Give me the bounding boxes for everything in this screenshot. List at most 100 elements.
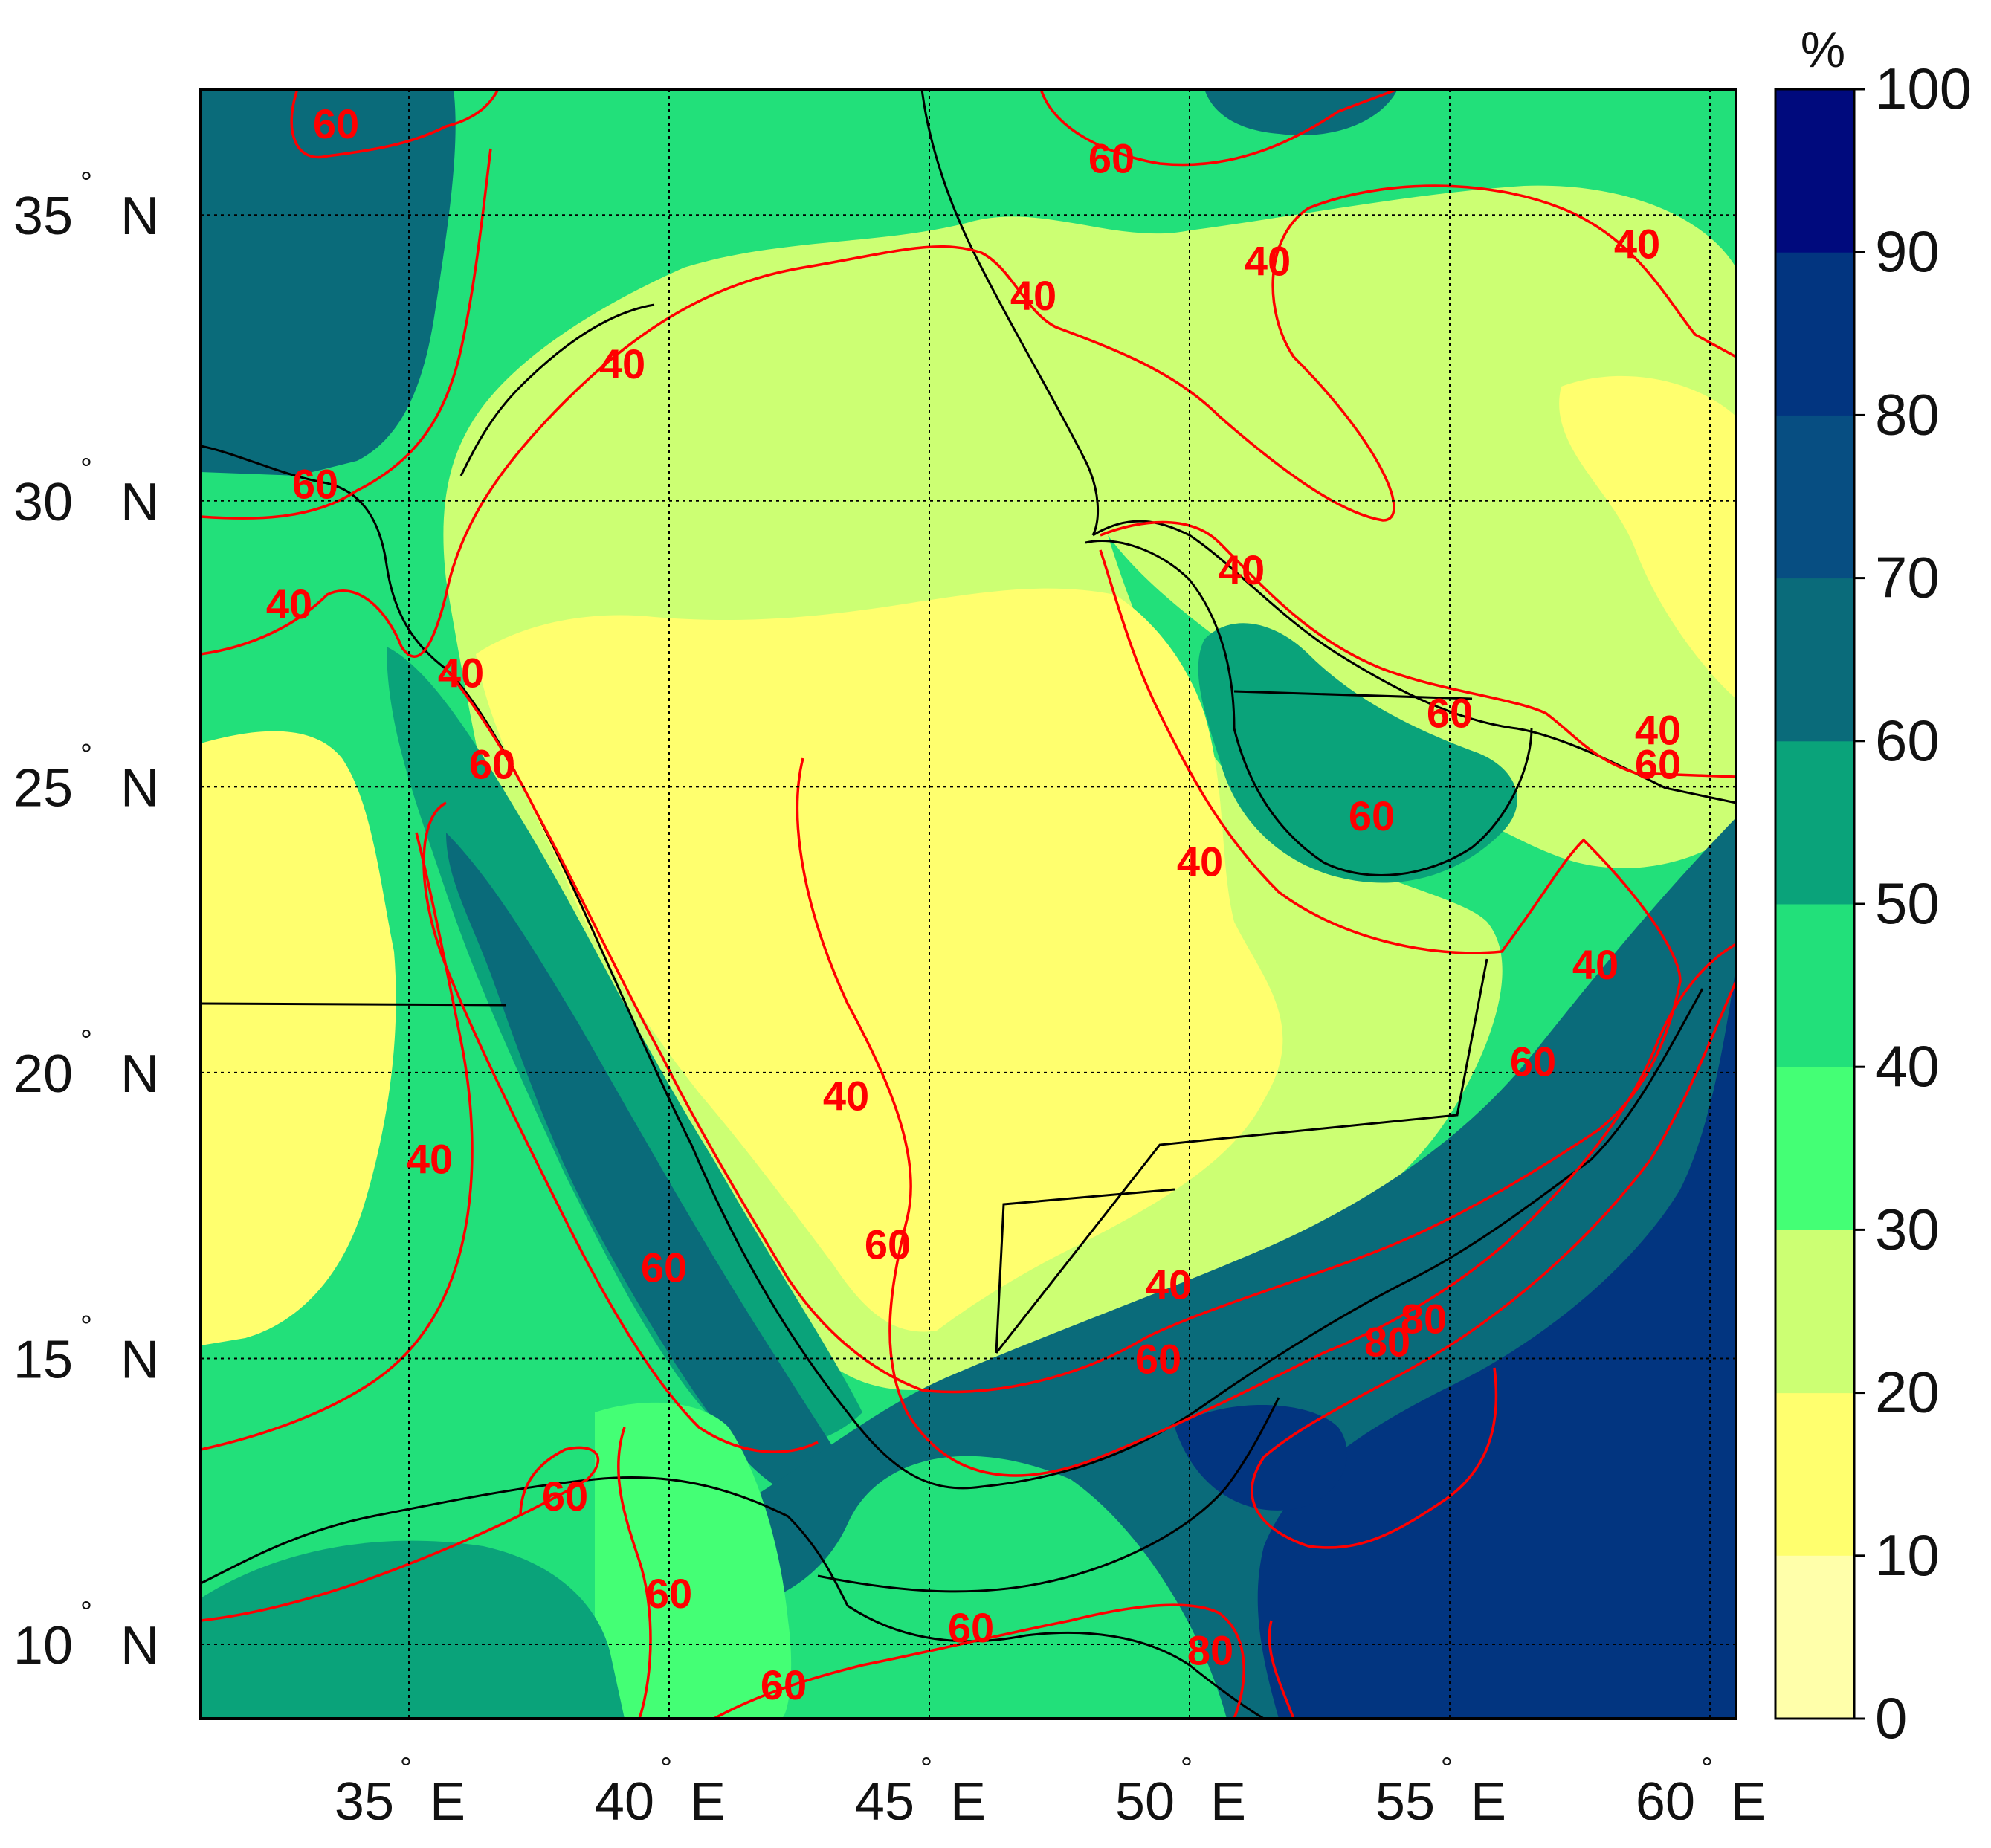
colorbar-band	[1775, 904, 1854, 1067]
field-yellow-west	[201, 731, 396, 1345]
contour-label: 60	[1088, 135, 1135, 181]
contour-label: 60	[641, 1244, 687, 1290]
lat-tick-suffix: N	[120, 1616, 159, 1676]
colorbar-tick-label: 50	[1875, 870, 1940, 936]
colorbar-band	[1775, 1392, 1854, 1557]
contour-lines	[201, 89, 1736, 1719]
contour-label: 40	[1219, 546, 1265, 593]
field-redsea-band	[387, 647, 862, 1446]
contour-label: 60	[313, 100, 359, 147]
contour-label: 80	[1187, 1627, 1233, 1674]
contour-label: 40	[823, 1073, 869, 1120]
lat-tick-suffix: N	[120, 1330, 159, 1389]
lat-tick-label: 25° N	[13, 738, 159, 818]
colorbar-tick-label: 100	[1875, 56, 1972, 121]
lat-tick-suffix: N	[120, 1044, 159, 1104]
lat-tick-value: 35	[13, 187, 73, 246]
contour-label: 40	[407, 1135, 453, 1182]
lon-tick-suffix: E	[950, 1772, 986, 1832]
lat-tick-label: 35° N	[13, 167, 159, 246]
lat-tick-suffix: N	[120, 758, 159, 818]
lat-tick-label: 20° N	[13, 1024, 159, 1104]
lat-tick-label: 10° N	[13, 1596, 159, 1676]
lat-tick-degree: °	[80, 1596, 92, 1629]
contour-label: 40	[1177, 838, 1223, 885]
field-redsea-core	[446, 833, 862, 1503]
lon-tick-suffix: E	[1731, 1772, 1766, 1832]
lon-tick-degree: °	[920, 1752, 932, 1785]
contour-label: 80	[1364, 1318, 1410, 1365]
contour-label: 80	[1401, 1296, 1447, 1343]
contour-label: 60	[1510, 1038, 1556, 1085]
lat-tick-value: 10	[13, 1616, 73, 1676]
field-mediterranean	[201, 89, 456, 476]
contour-label: 40	[438, 650, 484, 697]
colorbar-band	[1775, 1230, 1854, 1394]
lon-tick-value: 60	[1636, 1772, 1695, 1832]
field-arabian-deep	[1257, 966, 1736, 1719]
field-horn-dark	[201, 1540, 625, 1719]
colorbar-band	[1775, 89, 1854, 253]
field-persian-gulf	[1198, 623, 1517, 883]
contour-label: 60	[1135, 1335, 1181, 1382]
colorbar-tick-label: 0	[1875, 1685, 1907, 1751]
colorbar-tick-label: 10	[1875, 1522, 1940, 1588]
colorbar-band	[1775, 1067, 1854, 1230]
field-yellow-interior	[476, 588, 1283, 1332]
contour-label: 40	[1635, 706, 1681, 753]
lon-tick-label: 45° E	[855, 1752, 986, 1832]
lon-tick-degree: °	[660, 1752, 672, 1785]
field-socotra-deep	[1175, 1405, 1347, 1511]
contour-label: 40	[1146, 1261, 1192, 1308]
contour-label: 60	[292, 461, 338, 508]
contour-label: 40	[266, 581, 312, 627]
lon-tick-labels: 35°E 40°E 45°E 50°E 55°E 60°E	[335, 1752, 1766, 1832]
lon-tick-label: 40° E	[595, 1752, 726, 1832]
colorbar-tick-label: 60	[1875, 708, 1940, 773]
field-yellow-iran	[1559, 375, 1736, 699]
contour-label: 60	[1349, 792, 1395, 839]
lon-tick-degree: °	[1701, 1752, 1713, 1785]
gridlines	[201, 89, 1736, 1719]
lat-tick-degree: °	[80, 453, 92, 485]
field-horn-light	[595, 1402, 792, 1719]
lat-tick-value: 20	[13, 1044, 73, 1104]
lat-tick-degree: °	[80, 1310, 92, 1343]
contour-label: 60	[646, 1570, 692, 1617]
lon-tick-value: 35	[335, 1772, 394, 1832]
lat-tick-degree: °	[80, 738, 92, 771]
colorbar: 0 10 20 30 40 50 60 70 80 90 100	[1774, 56, 1972, 1751]
lon-tick-value: 55	[1375, 1772, 1435, 1832]
lat-tick-value: 30	[13, 473, 73, 532]
contour-label: 60	[1427, 689, 1473, 736]
lon-tick-value: 45	[855, 1772, 914, 1832]
contour-label: 60	[1635, 741, 1681, 788]
lon-tick-suffix: E	[1210, 1772, 1246, 1832]
colorbar-band	[1775, 252, 1854, 416]
map-frame	[199, 88, 1737, 1720]
colorbar-band	[1775, 415, 1854, 579]
lon-tick-suffix: E	[1471, 1772, 1506, 1832]
lat-tick-suffix: N	[120, 473, 159, 532]
contour-label: 40	[1572, 941, 1619, 988]
contour-label: 60	[761, 1661, 807, 1708]
colorbar-unit: %	[1801, 22, 1845, 78]
lat-tick-suffix: N	[120, 187, 159, 246]
contour-label: 60	[542, 1473, 588, 1519]
lon-tick-suffix: E	[430, 1772, 465, 1832]
lon-tick-value: 50	[1115, 1772, 1175, 1832]
colorbar-tick-label: 30	[1875, 1196, 1940, 1261]
lon-tick-degree: °	[1181, 1752, 1193, 1785]
lon-tick-suffix: E	[690, 1772, 726, 1832]
lon-tick-label: 60° E	[1636, 1752, 1766, 1832]
lat-tick-label: 30° N	[13, 453, 159, 532]
colorbar-tick-label: 20	[1875, 1360, 1940, 1425]
contour-label: 40	[599, 340, 645, 387]
lon-tick-degree: °	[400, 1752, 412, 1785]
lon-tick-label: 50° E	[1115, 1752, 1246, 1832]
colorbar-tick-label: 80	[1875, 381, 1940, 447]
contour-label: 60	[865, 1221, 911, 1268]
